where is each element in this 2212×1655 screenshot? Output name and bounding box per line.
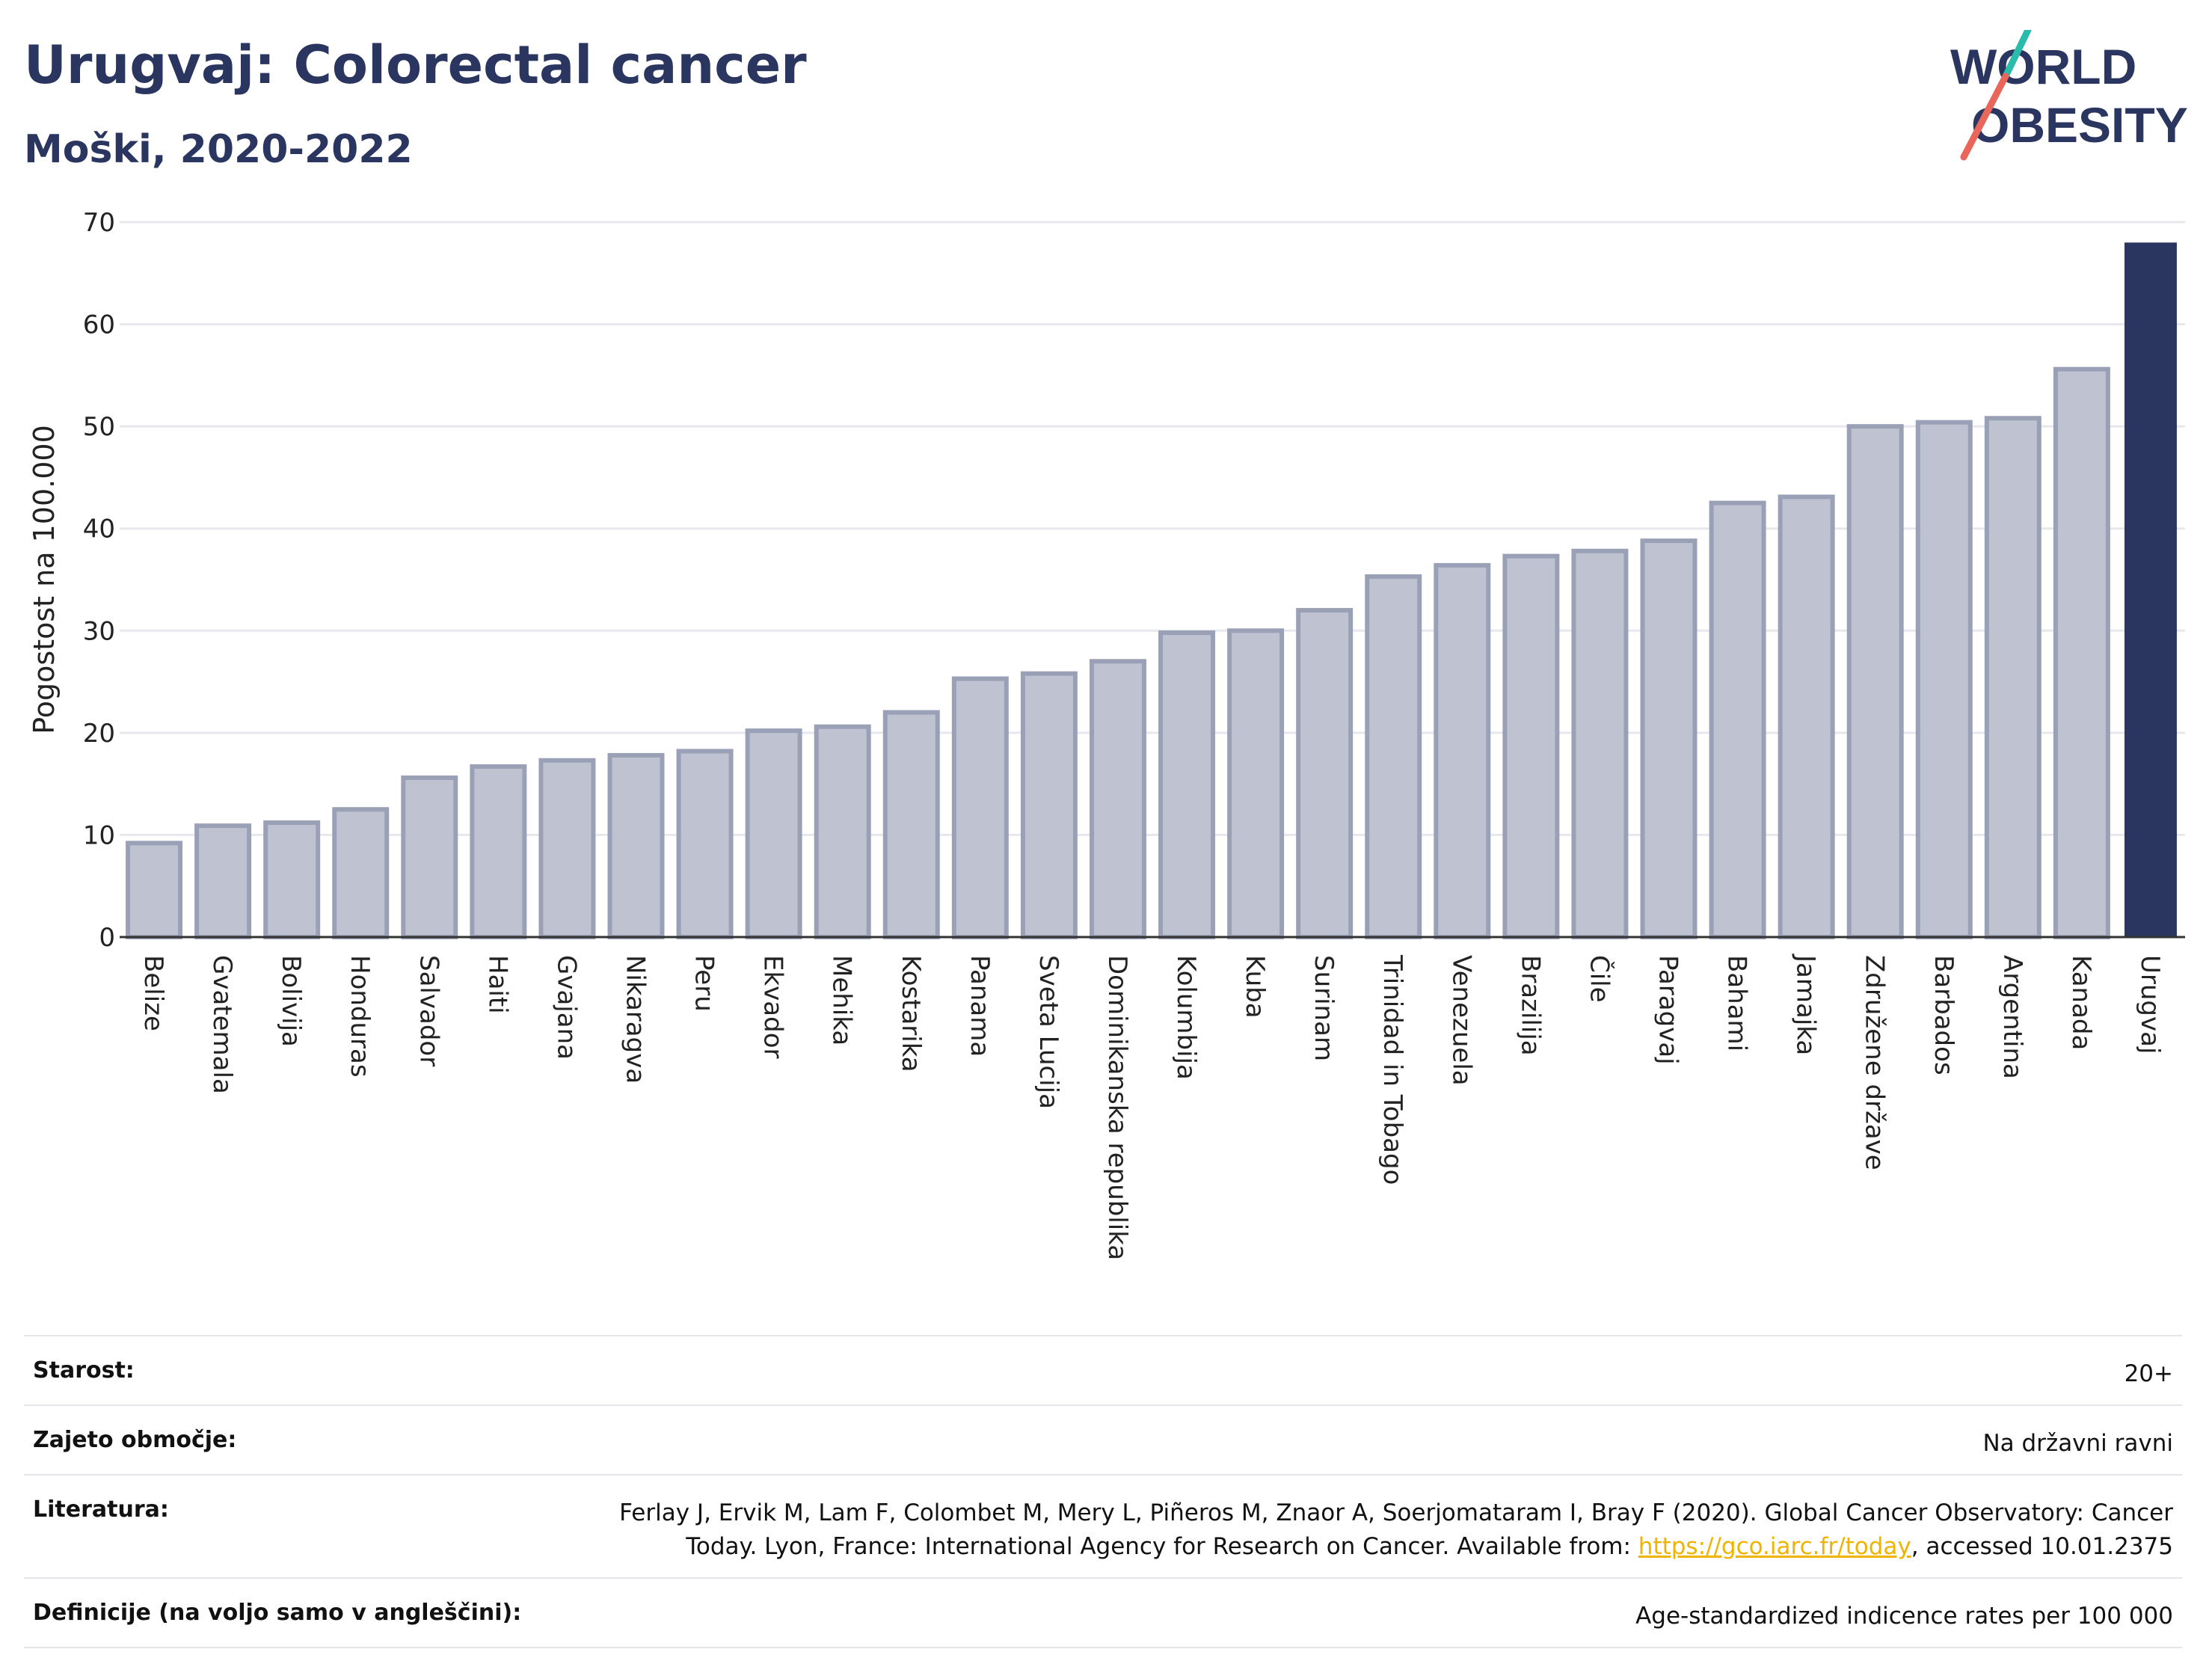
x-tick-label: Bahami — [1722, 955, 1752, 1051]
x-tick-label: Salvador — [414, 955, 443, 1066]
area-label: Zajeto območje: — [33, 1426, 237, 1453]
bar-13 — [1020, 671, 1078, 939]
bar-22 — [1640, 538, 1698, 939]
x-tick-label: Surinam — [1309, 955, 1339, 1061]
x-tick-label: Bolivija — [276, 955, 306, 1047]
x-tick-label: Honduras — [345, 955, 375, 1078]
bar-20 — [1502, 553, 1560, 939]
y-tick-label: 70 — [83, 208, 115, 238]
bar-3 — [332, 807, 390, 940]
literature-accessed: , accessed 10.01.2375 — [1911, 1532, 2173, 1560]
bar-8 — [676, 749, 734, 939]
x-tick-label: Barbados — [1929, 955, 1958, 1075]
bar-7 — [607, 752, 665, 939]
x-tick-label: Nikaragva — [621, 955, 651, 1084]
x-tick-label: Argentina — [1997, 955, 2027, 1079]
age-value: 20+ — [2124, 1360, 2173, 1387]
literature-text: Ferlay J, Ervik M, Lam F, Colombet M, Me… — [619, 1499, 2173, 1560]
chart-subtitle: Moški, 2020-2022 — [24, 127, 413, 172]
chart-title: Urugvaj: Colorectal cancer — [24, 34, 807, 96]
bar-0 — [126, 841, 183, 939]
x-tick-label: Združene države — [1860, 955, 1890, 1170]
bar-18 — [1365, 574, 1422, 939]
literature-link[interactable]: https://gco.iarc.fr/today — [1638, 1532, 1911, 1560]
x-tick-label: Gvajana — [551, 955, 581, 1060]
bar-11 — [882, 710, 940, 939]
bar-24 — [1778, 494, 1835, 939]
x-tick-label: Kuba — [1240, 955, 1270, 1019]
literature-value: Ferlay J, Ervik M, Lam F, Colombet M, Me… — [565, 1496, 2173, 1564]
x-tick-label: Kostarika — [896, 955, 926, 1072]
y-tick-label: 20 — [83, 719, 115, 749]
world-obesity-logo: WORLD OBESITY — [1950, 30, 2188, 161]
bar-2 — [263, 820, 321, 940]
x-tick-label: Čile — [1584, 955, 1615, 1003]
row-age: Starost: 20+ — [24, 1335, 2182, 1404]
x-tick-label: Paragvaj — [1653, 955, 1683, 1065]
bar-17 — [1296, 607, 1354, 939]
x-tick-label: Jamajka — [1791, 954, 1821, 1055]
definitions-label: Definicije (na voljo samo v angleščini): — [33, 1599, 522, 1626]
bar-12 — [951, 676, 1009, 940]
bar-14 — [1089, 659, 1146, 939]
bar-27 — [1984, 416, 2042, 939]
bar-4 — [401, 775, 458, 940]
logo-coral-stroke — [1960, 73, 2009, 161]
x-tick-label: Sveta Lucija — [1033, 955, 1063, 1109]
row-area: Zajeto območje: Na državni ravni — [24, 1404, 2182, 1474]
y-axis-label: Pogostost na 100.000 — [28, 425, 61, 734]
bar-28 — [2053, 366, 2110, 940]
bar-29 — [2124, 242, 2177, 937]
x-tick-label: Venezuela — [1446, 955, 1476, 1086]
y-tick-label: 0 — [99, 923, 115, 953]
bar-26 — [1915, 420, 1973, 939]
logo-line2: OBESITY — [1971, 97, 2188, 153]
x-tick-label: Ekvador — [758, 955, 788, 1059]
x-tick-label: Kolumbija — [1171, 955, 1201, 1080]
x-tick-label: Trinidad in Tobago — [1377, 954, 1407, 1185]
area-value: Na državni ravni — [1982, 1429, 2173, 1457]
definitions-value: Age-standardized indicence rates per 100… — [1635, 1602, 2173, 1630]
y-tick-label: 60 — [83, 310, 115, 340]
bar-1 — [194, 823, 252, 939]
literature-label: Literatura: — [33, 1496, 169, 1523]
bar-25 — [1846, 424, 1904, 939]
info-table: Starost: 20+ Zajeto območje: Na državni … — [24, 1335, 2182, 1648]
x-tick-label: Gvatemala — [207, 955, 237, 1094]
y-tick-label: 10 — [83, 820, 115, 850]
x-tick-label: Peru — [689, 955, 719, 1012]
x-tick-label: Dominikanska republika — [1102, 955, 1132, 1260]
bar-9 — [745, 728, 802, 940]
bar-16 — [1227, 628, 1285, 939]
y-tick-label: 50 — [83, 412, 115, 442]
x-tick-label: Urugvaj — [2135, 955, 2165, 1054]
x-tick-label: Panama — [965, 955, 995, 1057]
logo-line1: WORLD — [1950, 39, 2136, 94]
x-tick-label: Belize — [138, 955, 168, 1031]
x-tick-label: Kanada — [2066, 955, 2096, 1050]
bar-21 — [1571, 548, 1629, 939]
y-tick-label: 40 — [83, 515, 115, 544]
logo-teal-stroke — [2002, 30, 2032, 80]
age-label: Starost: — [33, 1357, 135, 1384]
bar-10 — [814, 724, 871, 939]
bar-19 — [1434, 562, 1491, 939]
bar-chart: 0 10 20 30 40 50 60 70 Pogostost na 100.000 Beliz… — [28, 208, 2185, 1260]
bar-15 — [1158, 630, 1216, 939]
row-literature: Literatura: Ferlay J, Ervik M, Lam F, Co… — [24, 1473, 2182, 1577]
row-definitions: Definicije (na voljo samo v angleščini):… — [24, 1576, 2182, 1648]
x-tick-label: Mehika — [827, 955, 857, 1045]
bar-5 — [470, 764, 527, 939]
bar-23 — [1709, 500, 1766, 939]
bar-6 — [538, 758, 596, 940]
y-tick-label: 30 — [83, 616, 115, 646]
x-tick-label: Haiti — [482, 955, 512, 1014]
x-tick-label: Brazilija — [1515, 955, 1545, 1056]
